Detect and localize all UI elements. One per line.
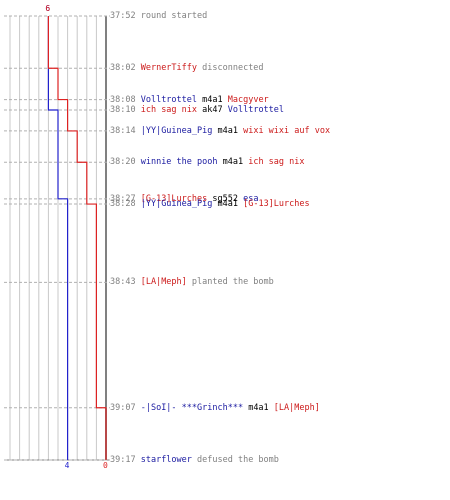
event-time: 39:17 <box>110 455 141 465</box>
event-text: winnie the pooh <box>140 157 218 168</box>
event-text: planted the bomb <box>186 277 274 288</box>
event-time: 38:14 <box>110 125 141 136</box>
event-text: ak47 <box>197 105 228 116</box>
event-time: 38:10 <box>110 105 141 116</box>
event-text: [LA|Meph] <box>273 402 320 413</box>
event-row: 39:07 -|SoI|- ***Grinch*** m4a1 [LA|Meph… <box>110 403 320 413</box>
event-time: 38:27 <box>110 193 141 204</box>
event-text: |YY|Guinea_Pig <box>140 199 213 210</box>
event-text: disconnected <box>197 63 264 74</box>
event-row: 38:43 [LA|Meph] planted the bomb <box>110 277 274 287</box>
blue-start-count: 6 <box>45 4 51 13</box>
event-row: 37:52 round started <box>110 11 207 21</box>
red-end-count: 0 <box>103 461 108 470</box>
event-text: esa <box>243 193 259 204</box>
event-text: defused the bomb <box>191 455 279 465</box>
event-text: starflower <box>140 455 192 465</box>
event-row: 38:20 winnie the pooh m4a1 ich sag nix <box>110 157 305 167</box>
event-time: 38:28 <box>110 199 141 210</box>
event-time: 38:43 <box>110 277 141 288</box>
event-time: 38:20 <box>110 157 141 168</box>
event-text: WernerTiffy <box>140 63 198 74</box>
event-text: m4a1 <box>212 199 244 210</box>
event-text: sg552 <box>207 193 244 204</box>
event-text: m4a1 <box>243 402 274 413</box>
red-series-line <box>47 16 107 460</box>
event-time: 39:07 <box>110 402 141 413</box>
event-text: |YY|Guinea_Pig <box>140 125 213 136</box>
event-text: -|SoI|- ***Grinch*** <box>140 402 244 413</box>
event-time: 38:08 <box>110 94 141 105</box>
event-row: 38:28 |YY|Guinea_Pig m4a1 [G-13]Lurches <box>110 199 310 209</box>
event-time: 38:02 <box>110 63 141 74</box>
blue-series-line <box>47 16 69 460</box>
blue-end-count: 4 <box>64 461 70 470</box>
event-row: 39:17 starflower defused the bomb <box>110 455 279 465</box>
red-start-count: 6 <box>45 4 51 13</box>
event-text: wixi wixi auf vox <box>243 125 331 136</box>
event-row: 38:10 ich sag nix ak47 Volltrottel <box>110 105 284 115</box>
event-text: ich sag nix <box>140 105 198 116</box>
event-text: round started <box>140 11 208 21</box>
event-text: m4a1 <box>217 157 249 168</box>
event-text: m4a1 <box>197 94 228 105</box>
event-text: m4a1 <box>212 125 244 136</box>
event-text: ich sag nix <box>248 157 305 168</box>
event-time: 37:52 <box>110 11 141 21</box>
event-text: [G-13]Lurches <box>140 193 208 204</box>
event-row: 38:14 |YY|Guinea_Pig m4a1 wixi wixi auf … <box>110 126 330 136</box>
event-text: [LA|Meph] <box>140 277 187 288</box>
event-row: 38:08 Volltrottel m4a1 Macgyver <box>110 95 269 105</box>
event-text: [G-13]Lurches <box>243 199 310 210</box>
event-text: Macgyver <box>227 94 269 105</box>
event-row: 38:02 WernerTiffy disconnected <box>110 63 264 73</box>
event-text: Volltrottel <box>140 94 198 105</box>
event-text: Volltrottel <box>227 105 285 116</box>
chart-series <box>47 16 107 460</box>
event-row: 38:27 [G-13]Lurches sg552 esa <box>110 194 258 204</box>
